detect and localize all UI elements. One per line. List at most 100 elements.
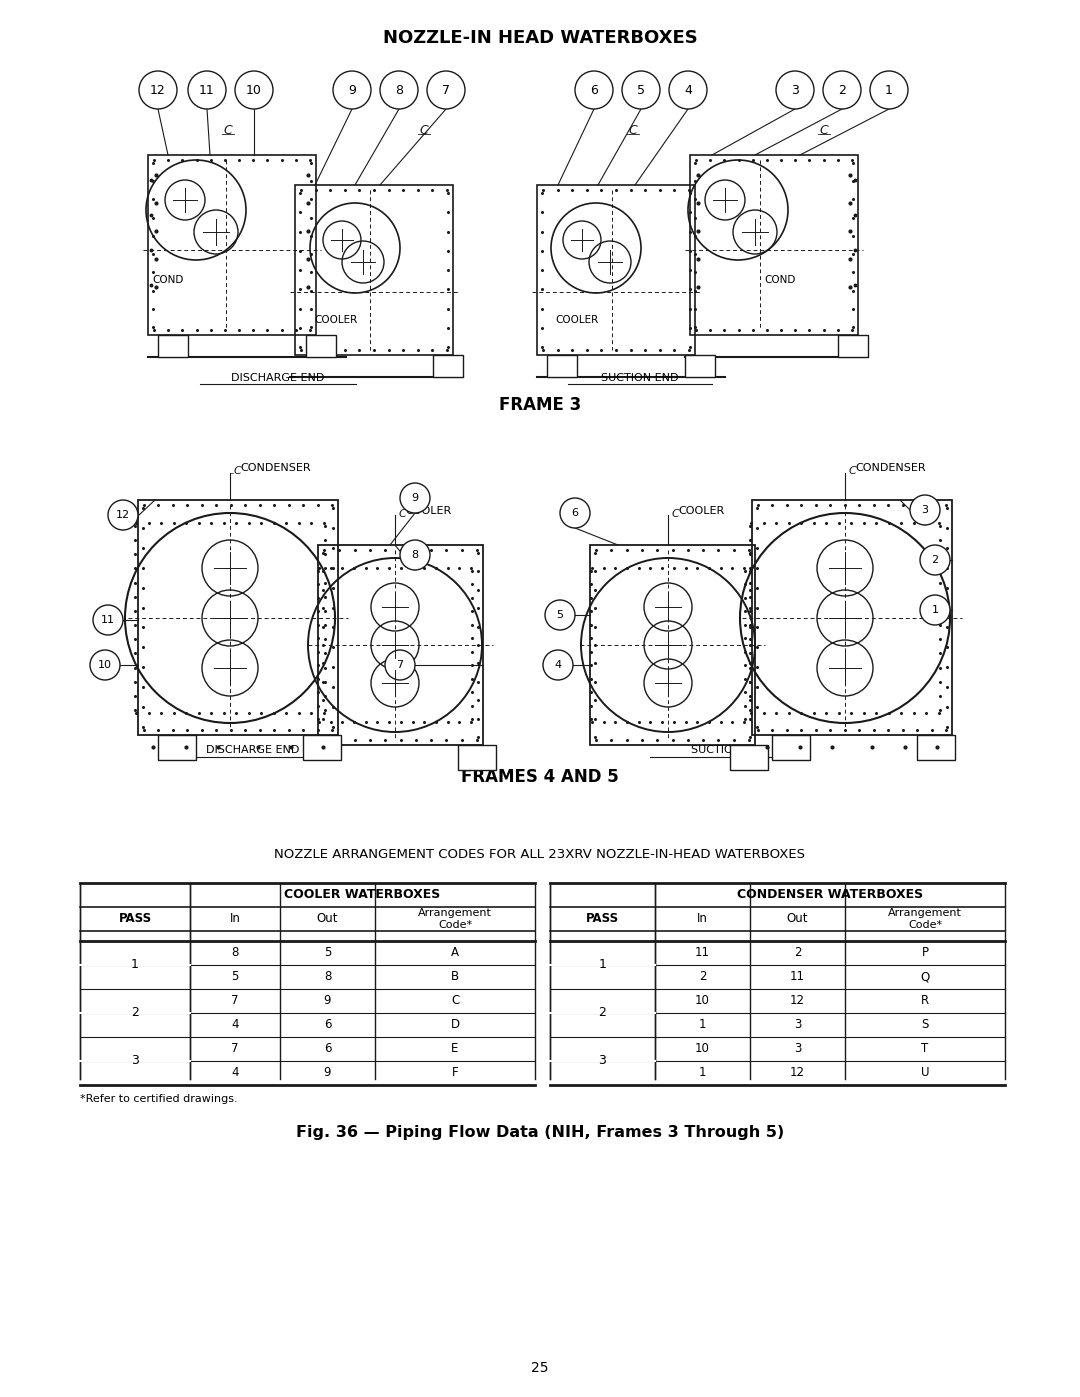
Bar <box>590 545 755 745</box>
Text: R: R <box>921 995 929 1007</box>
Circle shape <box>235 71 273 109</box>
Text: 4: 4 <box>554 659 562 671</box>
Text: 9: 9 <box>348 84 356 96</box>
Text: 4: 4 <box>684 84 692 96</box>
Bar <box>303 735 341 760</box>
Text: $\it{C}$: $\it{C}$ <box>627 124 638 137</box>
Text: 9: 9 <box>324 1066 332 1080</box>
Circle shape <box>427 71 465 109</box>
Text: 8: 8 <box>231 947 239 960</box>
Text: 6: 6 <box>324 1018 332 1031</box>
Text: 6: 6 <box>590 84 598 96</box>
Text: 1: 1 <box>886 84 893 96</box>
Text: 11: 11 <box>789 971 805 983</box>
Text: 10: 10 <box>696 1042 710 1056</box>
Text: 3: 3 <box>598 1055 607 1067</box>
Circle shape <box>561 497 590 528</box>
Circle shape <box>545 599 575 630</box>
Text: $\it{C}$: $\it{C}$ <box>819 124 829 137</box>
Text: COOLER: COOLER <box>314 314 357 326</box>
Text: $\it{C}$: $\it{C}$ <box>222 124 233 137</box>
Bar <box>306 335 336 358</box>
Circle shape <box>400 541 430 570</box>
Bar <box>838 335 868 358</box>
Text: COND: COND <box>765 275 796 285</box>
Text: FRAME 3: FRAME 3 <box>499 395 581 414</box>
Text: 2: 2 <box>838 84 846 96</box>
Text: CONDENSER WATERBOXES: CONDENSER WATERBOXES <box>737 888 923 901</box>
Text: F: F <box>451 1066 458 1080</box>
Text: U: U <box>921 1066 929 1080</box>
Text: 11: 11 <box>199 84 215 96</box>
Circle shape <box>333 71 372 109</box>
Text: 7: 7 <box>231 1042 239 1056</box>
Bar <box>690 155 858 335</box>
Text: 3: 3 <box>794 1018 801 1031</box>
Text: 8: 8 <box>324 971 332 983</box>
Text: DISCHARGE END: DISCHARGE END <box>231 373 325 383</box>
Text: CONDENSER: CONDENSER <box>855 462 926 474</box>
Text: 1: 1 <box>699 1066 706 1080</box>
Text: 11: 11 <box>696 947 710 960</box>
Text: Out: Out <box>786 912 808 925</box>
Text: COOLER: COOLER <box>678 506 725 515</box>
Text: 4: 4 <box>231 1066 239 1080</box>
Text: 1: 1 <box>699 1018 706 1031</box>
Text: 5: 5 <box>556 610 564 620</box>
Text: 6: 6 <box>324 1042 332 1056</box>
Circle shape <box>384 650 415 680</box>
Text: 2: 2 <box>794 947 801 960</box>
Text: 1: 1 <box>131 958 139 971</box>
Text: Arrangement
Code*: Arrangement Code* <box>888 908 962 930</box>
Text: 12: 12 <box>789 1066 805 1080</box>
Text: E: E <box>451 1042 459 1056</box>
Text: $\it{C}$: $\it{C}$ <box>419 124 430 137</box>
Bar <box>158 335 188 358</box>
Circle shape <box>920 595 950 624</box>
Text: 7: 7 <box>231 995 239 1007</box>
Circle shape <box>188 71 226 109</box>
Bar <box>138 500 338 735</box>
Text: 1: 1 <box>598 958 607 971</box>
Circle shape <box>575 71 613 109</box>
Text: 2: 2 <box>931 555 939 564</box>
Text: PASS: PASS <box>586 912 619 925</box>
Text: C: C <box>450 995 459 1007</box>
Text: 11: 11 <box>102 615 114 624</box>
Text: In: In <box>230 912 241 925</box>
Text: 2: 2 <box>598 1006 607 1020</box>
Text: NOZZLE ARRANGEMENT CODES FOR ALL 23XRV NOZZLE-IN-HEAD WATERBOXES: NOZZLE ARRANGEMENT CODES FOR ALL 23XRV N… <box>274 848 806 862</box>
Text: FRAMES 4 AND 5: FRAMES 4 AND 5 <box>461 768 619 787</box>
Circle shape <box>622 71 660 109</box>
Text: 7: 7 <box>442 84 450 96</box>
Text: T: T <box>921 1042 929 1056</box>
Text: COND: COND <box>152 275 184 285</box>
Text: $\it{C}$: $\it{C}$ <box>848 464 858 476</box>
Circle shape <box>823 71 861 109</box>
Circle shape <box>870 71 908 109</box>
Circle shape <box>543 650 573 680</box>
Text: $\it{C}$: $\it{C}$ <box>399 507 408 520</box>
Bar <box>685 355 715 377</box>
Text: Fig. 36 — Piping Flow Data (NIH, Frames 3 Through 5): Fig. 36 — Piping Flow Data (NIH, Frames … <box>296 1126 784 1140</box>
Text: 9: 9 <box>324 995 332 1007</box>
Bar <box>318 545 483 745</box>
Text: COOLER WATERBOXES: COOLER WATERBOXES <box>284 888 441 901</box>
Bar <box>730 745 768 770</box>
Bar <box>458 745 496 770</box>
Text: SUCTION END: SUCTION END <box>602 373 678 383</box>
Text: 3: 3 <box>791 84 799 96</box>
Circle shape <box>90 650 120 680</box>
Text: 12: 12 <box>789 995 805 1007</box>
Text: CONDENSER: CONDENSER <box>240 462 311 474</box>
Text: A: A <box>451 947 459 960</box>
Text: 5: 5 <box>324 947 332 960</box>
Text: Out: Out <box>316 912 338 925</box>
Bar <box>295 184 453 355</box>
Text: B: B <box>451 971 459 983</box>
Bar <box>752 500 951 735</box>
Circle shape <box>400 483 430 513</box>
Circle shape <box>139 71 177 109</box>
Circle shape <box>108 500 138 529</box>
Text: P: P <box>921 947 929 960</box>
